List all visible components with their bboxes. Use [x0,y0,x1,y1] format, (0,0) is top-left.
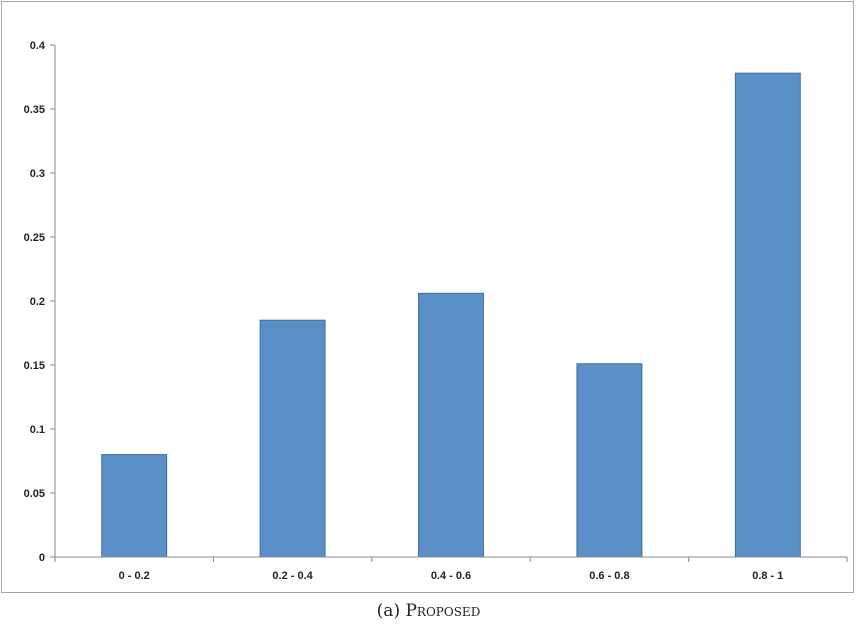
y-tick-label: 0.25 [24,232,45,244]
x-tick-label: 0.6 - 0.8 [589,570,629,582]
x-tick-label: 0 - 0.2 [119,570,150,582]
y-axis-ticks: 0 0.05 0.1 0.15 0.2 0.25 0.3 0.35 0.4 [24,40,55,564]
bar-4 [734,72,801,558]
y-tick-label: 0.15 [24,360,45,372]
bar-1 [259,319,326,558]
chart-frame: 0 0.05 0.1 0.15 0.2 0.25 0.3 0.35 0.4 0 - 0.2 0.2… [1,1,854,593]
bar-0 [101,454,168,558]
bars [101,72,801,558]
y-tick-label: 0.1 [30,424,45,436]
caption-prefix: (a) [376,601,401,621]
bar-chart: 0 0.05 0.1 0.15 0.2 0.25 0.3 0.35 0.4 0 - 0.2 0.2… [24,40,848,582]
y-tick-label: 0.4 [30,40,46,52]
y-tick-label: 0.05 [24,488,45,500]
bar-2 [418,292,484,558]
y-tick-label: 0.35 [24,104,45,116]
figure-caption: (a) Proposed [0,601,857,621]
caption-label: Proposed [405,601,481,621]
y-tick-label: 0.3 [30,168,45,180]
x-tick-label: 0.8 - 1 [752,570,783,582]
y-tick-label: 0 [39,552,45,564]
x-axis-ticks: 0 - 0.2 0.2 - 0.4 0.4 - 0.6 0.6 - 0.8 0.8 - … [54,557,848,582]
y-tick-label: 0.2 [30,296,45,308]
bar-3 [576,363,643,558]
x-tick-label: 0.4 - 0.6 [431,570,471,582]
x-tick-label: 0.2 - 0.4 [272,570,313,582]
